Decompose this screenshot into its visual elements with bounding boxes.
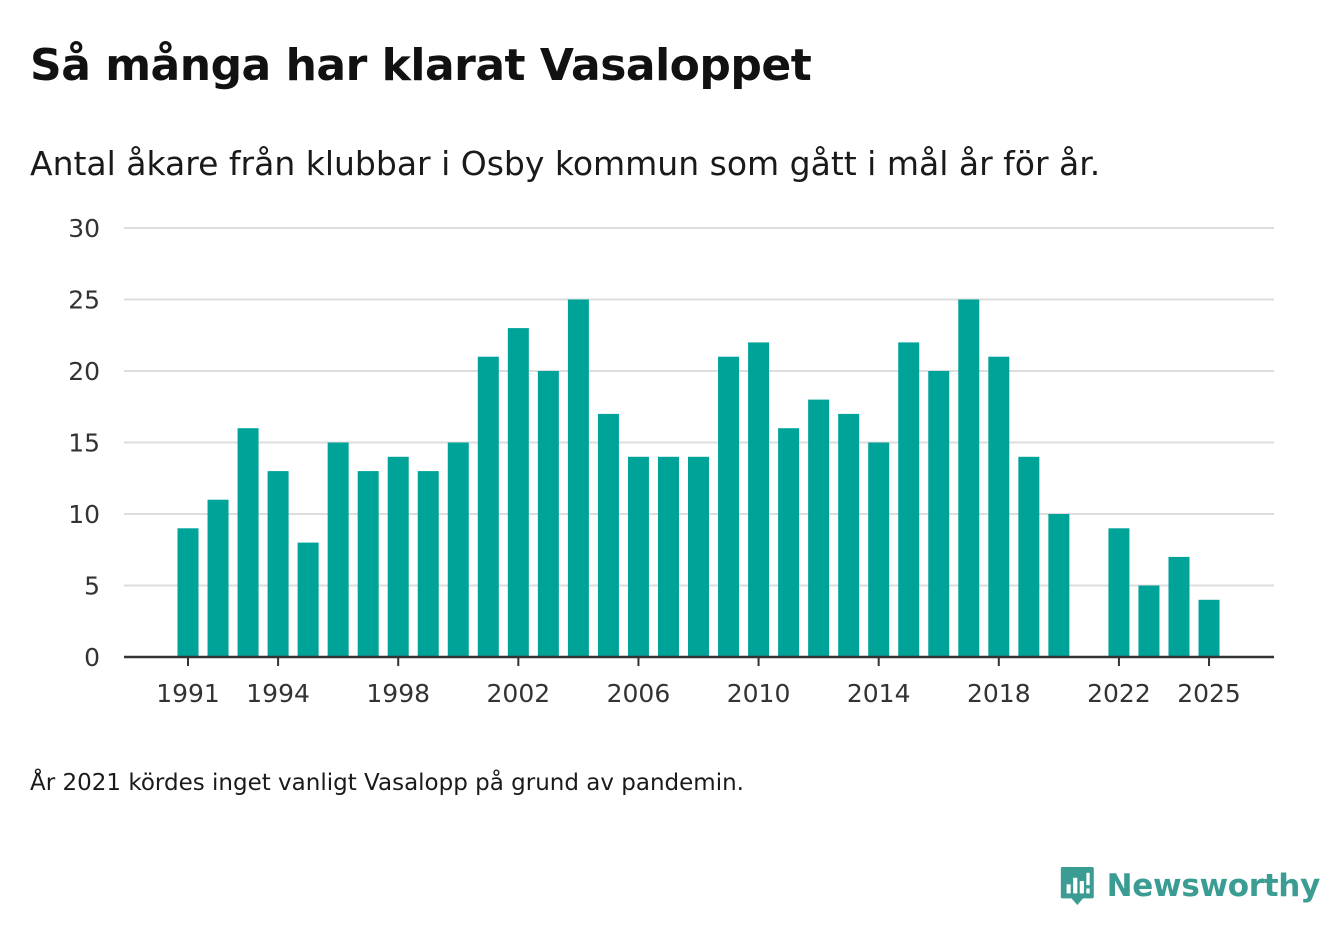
bar-2003 [537,371,559,657]
y-tick-label: 0 [84,643,100,672]
newsworthy-logo-icon [1060,867,1094,905]
bar-2009 [718,356,740,657]
chart-subtitle: Antal åkare från klubbar i Osby kommun s… [30,144,1101,183]
x-tick-label: 2022 [1087,679,1151,708]
bar-2004 [567,299,589,657]
bar-2019 [1018,456,1040,657]
x-tick-label: 2025 [1177,679,1241,708]
y-tick-label: 20 [68,357,100,386]
x-tick-label: 1991 [156,679,220,708]
bar-2020 [1048,514,1070,657]
bar-2014 [868,442,890,657]
bar-1996 [327,442,349,657]
bar-2001 [477,356,499,657]
bar-2005 [597,413,619,657]
y-tick-label: 15 [68,429,100,458]
bar-1997 [357,471,379,657]
bar-2023 [1138,585,1160,657]
bar-2015 [898,342,920,657]
bar-2022 [1108,528,1130,657]
bar-1992 [207,499,229,657]
brand-logo: Newsworthy [1060,858,1320,914]
bar-2006 [627,456,649,657]
bar-2013 [838,413,860,657]
footnote: År 2021 kördes inget vanligt Vasalopp på… [30,770,744,796]
y-tick-label: 30 [68,214,100,243]
chart-title: Så många har klarat Vasaloppet [30,40,812,91]
y-tick-label: 10 [68,500,100,529]
bar-2007 [657,456,679,657]
bars [177,299,1220,657]
bar-2011 [778,428,800,657]
bar-2012 [808,399,830,657]
bar-2024 [1168,556,1190,657]
bar-1995 [297,542,319,657]
x-axis [124,655,1274,666]
x-tick-label: 2010 [727,679,791,708]
x-tick-label: 1994 [246,679,310,708]
bar-1998 [387,456,409,657]
x-tick-label: 2006 [607,679,671,708]
bar-1991 [177,528,199,657]
y-tick-label: 5 [84,572,100,601]
y-tick-label: 25 [68,286,100,315]
bar-1999 [417,471,439,657]
bar-2000 [447,442,469,657]
x-tick-label: 2018 [967,679,1031,708]
bar-2018 [988,356,1010,657]
bar-2002 [507,328,529,657]
x-tick-label: 1998 [366,679,430,708]
x-tick-label: 2002 [487,679,551,708]
bar-2010 [748,342,770,657]
bar-1993 [237,428,259,657]
x-tick-label: 2014 [847,679,911,708]
bar-2016 [928,371,950,657]
bar-2008 [688,456,710,657]
brand-name: Newsworthy [1106,868,1321,904]
bar-2017 [958,299,980,657]
bar-2025 [1198,599,1220,657]
bar-1994 [267,471,289,657]
